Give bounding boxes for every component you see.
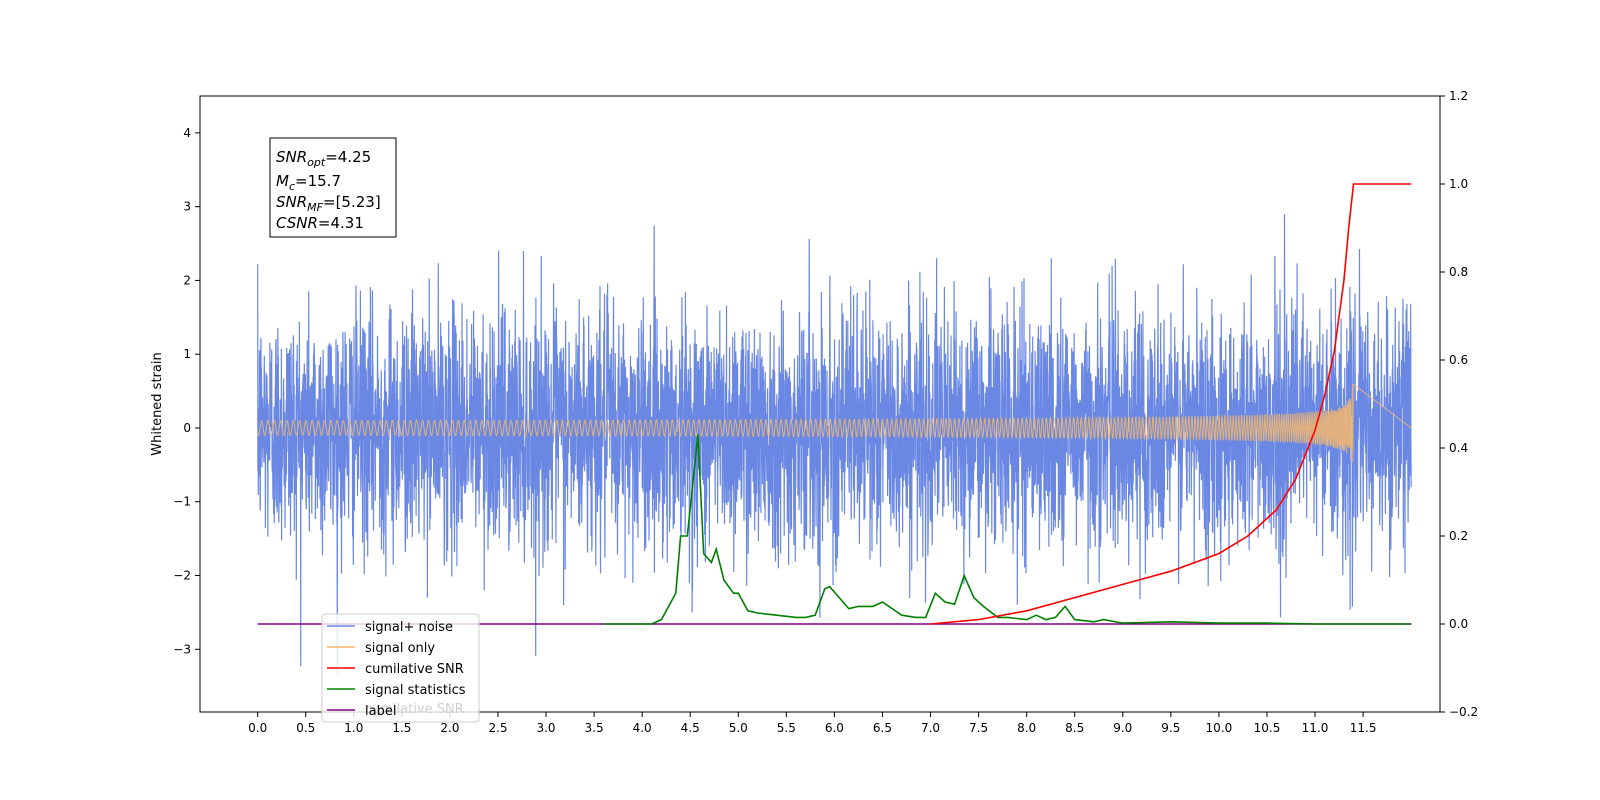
x-tick-label: 2.0 bbox=[440, 721, 459, 735]
y2-tick-label: 0.8 bbox=[1449, 265, 1468, 279]
legend-ghost-text: cumilative SNR bbox=[365, 702, 464, 717]
signal-only-line bbox=[257, 383, 1412, 463]
x-tick-label: 7.5 bbox=[969, 721, 988, 735]
x-tick-label: 0.0 bbox=[248, 721, 267, 735]
y-tick-label: −2 bbox=[173, 569, 191, 583]
x-tick-label: 11.0 bbox=[1302, 721, 1329, 735]
y-tick-label: 2 bbox=[183, 273, 191, 287]
y-tick-label: −1 bbox=[173, 495, 191, 509]
signal-noise-line bbox=[257, 214, 1412, 676]
x-tick-label: 8.0 bbox=[1017, 721, 1036, 735]
x-tick-label: 3.5 bbox=[585, 721, 604, 735]
y2-tick-label: −0.2 bbox=[1449, 705, 1478, 719]
x-tick-label: 7.0 bbox=[921, 721, 940, 735]
cumilative-snr-line bbox=[930, 183, 1412, 625]
x-tick-label: 6.0 bbox=[825, 721, 844, 735]
x-tick-label: 9.0 bbox=[1113, 721, 1132, 735]
legend: cumilative SNR signal+ noise signal only c… bbox=[321, 613, 480, 723]
signal-only-series bbox=[257, 383, 1412, 463]
annotation-snr-mf: SNRMF=[5.23] bbox=[276, 193, 381, 214]
x-tick-label: 9.5 bbox=[1161, 721, 1180, 735]
y2-tick-label: 1.2 bbox=[1449, 89, 1468, 103]
x-tick-label: 1.5 bbox=[392, 721, 411, 735]
x-tick-label: 2.5 bbox=[488, 721, 507, 735]
y2-tick-label: 0.6 bbox=[1449, 353, 1468, 367]
y-tick-label: 4 bbox=[183, 126, 191, 140]
y-axis-right: 1.2 1.0 0.8 0.6 0.4 0.2 0.0 −0.2 bbox=[1440, 89, 1478, 719]
plot-frame bbox=[199, 95, 1441, 713]
x-tick-label: 1.0 bbox=[344, 721, 363, 735]
x-axis: 0.0 0.5 1.0 1.5 2.0 2.5 3.0 3.5 4.0 4.5 5.0 5.5 6.0 6… bbox=[248, 712, 1376, 735]
y-tick-label: 1 bbox=[183, 347, 191, 361]
y-axis-label: Whitened strain bbox=[150, 352, 165, 455]
x-tick-label: 8.5 bbox=[1065, 721, 1084, 735]
y2-tick-label: 0.4 bbox=[1449, 441, 1468, 455]
x-tick-label: 11.5 bbox=[1350, 721, 1377, 735]
annotation-snr-opt: SNRopt=4.25 bbox=[276, 148, 371, 169]
x-tick-label: 3.0 bbox=[536, 721, 555, 735]
legend-label-signal-statistics: signal statistics bbox=[365, 683, 466, 698]
y2-tick-label: 0.0 bbox=[1449, 617, 1468, 631]
x-tick-label: 10.0 bbox=[1206, 721, 1233, 735]
y2-tick-label: 1.0 bbox=[1449, 177, 1468, 191]
annotation-mc: Mc=15.7 bbox=[276, 172, 341, 193]
legend-label-label: label bbox=[365, 704, 396, 719]
y-tick-label: 3 bbox=[183, 200, 191, 214]
x-tick-label: 5.5 bbox=[777, 721, 796, 735]
legend-label-cumilative-snr: cumilative SNR bbox=[365, 662, 464, 677]
legend-label-signal-noise: signal+ noise bbox=[365, 620, 453, 635]
x-tick-label: 4.0 bbox=[633, 721, 652, 735]
y-tick-label: 0 bbox=[183, 421, 191, 435]
signal-statistics-line bbox=[603, 434, 1412, 625]
x-tick-label: 10.5 bbox=[1254, 721, 1281, 735]
x-tick-label: 0.5 bbox=[296, 721, 315, 735]
y-axis-left: 4 3 2 1 0 −1 −2 −3 bbox=[173, 126, 200, 656]
legend-label-signal-only: signal only bbox=[365, 641, 435, 656]
annotation-csnr: CSNR=4.31 bbox=[276, 214, 364, 232]
x-tick-label: 6.5 bbox=[873, 721, 892, 735]
y-tick-label: −3 bbox=[173, 642, 191, 656]
x-tick-label: 5.0 bbox=[729, 721, 748, 735]
annotation-box: SNRopt=4.25 Mc=15.7 SNRMF=[5.23] CSNR=4.… bbox=[269, 137, 397, 238]
y2-tick-label: 0.2 bbox=[1449, 529, 1468, 543]
signal-noise-series bbox=[257, 214, 1412, 676]
x-tick-label: 4.5 bbox=[681, 721, 700, 735]
